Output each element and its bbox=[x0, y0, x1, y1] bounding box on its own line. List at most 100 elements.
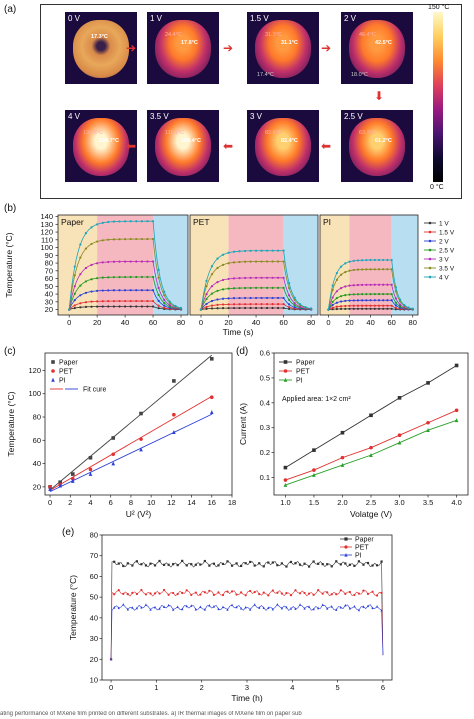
data-point bbox=[397, 396, 402, 400]
data-point bbox=[260, 306, 263, 310]
data-point bbox=[90, 305, 93, 308]
legend-label: 3.5 V bbox=[439, 266, 455, 273]
center-temp-label: 124.7°C bbox=[99, 138, 119, 144]
data-point bbox=[208, 564, 211, 567]
y-tick-label: 130 bbox=[40, 220, 53, 229]
data-point bbox=[285, 605, 288, 609]
data-point bbox=[235, 562, 238, 565]
data-point bbox=[221, 263, 225, 266]
panel-c-chart: 0 2 4 6 8 10 12 14 16 18 20 40 60 80 100 120 Temperature… bbox=[6, 352, 236, 519]
data-point bbox=[205, 279, 208, 283]
data-point bbox=[162, 588, 166, 592]
data-point bbox=[123, 305, 127, 308]
y-tick-label: 60 bbox=[33, 436, 41, 445]
data-point bbox=[356, 307, 360, 310]
data-point bbox=[158, 559, 161, 563]
x-tick-label: 6 bbox=[109, 498, 113, 507]
data-point bbox=[267, 561, 270, 564]
data-point bbox=[107, 305, 110, 308]
max-temp-label: 31.3°C bbox=[265, 32, 282, 38]
data-point bbox=[140, 305, 143, 308]
data-point bbox=[113, 560, 116, 563]
data-point bbox=[348, 260, 351, 263]
data-point bbox=[335, 560, 338, 563]
colorbar bbox=[433, 12, 443, 182]
data-point bbox=[122, 592, 125, 595]
data-point bbox=[238, 276, 241, 280]
data-point bbox=[243, 303, 247, 306]
data-point bbox=[149, 592, 152, 595]
legend-marker bbox=[344, 545, 348, 549]
data-point bbox=[249, 260, 252, 263]
x-tick-label: 14 bbox=[187, 498, 195, 507]
legend-label: 4 V bbox=[439, 275, 449, 282]
data-point bbox=[262, 606, 265, 609]
data-point bbox=[390, 299, 393, 302]
x-tick-label: 4 bbox=[88, 498, 92, 507]
data-point bbox=[361, 307, 364, 310]
data-point bbox=[373, 304, 376, 307]
data-point bbox=[96, 305, 99, 308]
data-point bbox=[276, 303, 280, 306]
data-point bbox=[353, 564, 356, 567]
max-temp-label: 82.8°C bbox=[265, 130, 282, 136]
data-point bbox=[454, 363, 459, 368]
thermal-image: 2 V 46.4°C 42.5°C 18.0°C bbox=[341, 12, 413, 84]
data-point bbox=[271, 286, 274, 289]
panel-b-letter: (b) bbox=[4, 203, 17, 214]
x-tick-label: 0 bbox=[67, 318, 71, 327]
data-point bbox=[303, 562, 306, 565]
data-point bbox=[135, 305, 138, 308]
data-point bbox=[230, 590, 234, 593]
data-point bbox=[205, 293, 208, 296]
data-point bbox=[260, 296, 263, 300]
data-point bbox=[265, 296, 269, 300]
data-point bbox=[377, 258, 381, 262]
y-tick-label: 120 bbox=[40, 228, 53, 237]
data-point bbox=[79, 294, 82, 297]
x-tick-label: 1 bbox=[154, 683, 158, 692]
data-point bbox=[348, 606, 351, 610]
data-point bbox=[330, 565, 333, 568]
y-tick-label: 40 bbox=[33, 459, 41, 468]
stage-region bbox=[97, 215, 154, 315]
center-temp-label: 61.2°C bbox=[375, 138, 392, 144]
data-point bbox=[365, 307, 368, 310]
data-point bbox=[353, 593, 356, 597]
data-point bbox=[199, 308, 203, 311]
data-point bbox=[271, 276, 274, 279]
sequence-arrow: ⬅ bbox=[126, 139, 137, 153]
data-point bbox=[168, 304, 171, 307]
edge-temp-label: 17.4°C bbox=[257, 72, 274, 78]
data-point bbox=[129, 305, 132, 308]
data-point bbox=[123, 289, 127, 292]
data-point bbox=[285, 565, 288, 568]
y-tick-label: 20 bbox=[45, 305, 53, 314]
x-tick-label: 40 bbox=[121, 318, 129, 327]
data-point bbox=[356, 293, 360, 296]
data-point bbox=[293, 296, 296, 299]
data-point bbox=[157, 286, 160, 290]
data-point bbox=[226, 560, 229, 563]
data-point bbox=[199, 593, 202, 596]
plot-frame bbox=[319, 214, 419, 316]
data-point bbox=[79, 302, 82, 305]
data-point bbox=[84, 301, 88, 304]
data-point bbox=[123, 299, 127, 303]
data-point bbox=[118, 238, 121, 241]
thermal-image: 4 V 130.8°C 124.7°C bbox=[65, 110, 137, 182]
legend-marker bbox=[51, 360, 55, 364]
data-point bbox=[375, 594, 379, 597]
data-point bbox=[344, 307, 347, 310]
data-point bbox=[265, 286, 269, 289]
data-point bbox=[276, 260, 280, 263]
data-point bbox=[101, 261, 104, 264]
legend-marker bbox=[428, 266, 432, 270]
data-point bbox=[232, 297, 236, 300]
data-point bbox=[298, 592, 302, 595]
y-axis-title: Temperature (°C) bbox=[4, 232, 14, 297]
data-point bbox=[88, 455, 93, 460]
data-point bbox=[454, 418, 459, 423]
data-point bbox=[123, 220, 127, 223]
y-tick-label: 0.3 bbox=[260, 423, 270, 432]
